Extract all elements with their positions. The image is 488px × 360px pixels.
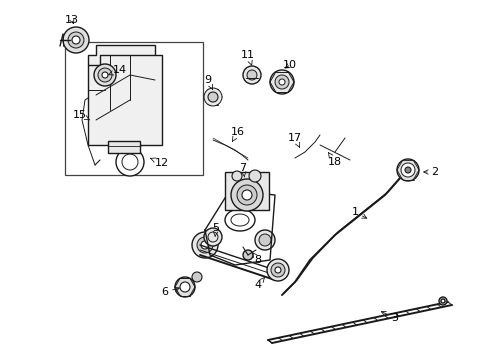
Circle shape — [203, 88, 222, 106]
Text: 3: 3 — [381, 311, 398, 323]
Circle shape — [102, 72, 108, 78]
Circle shape — [180, 282, 190, 292]
Text: 18: 18 — [327, 153, 342, 167]
Circle shape — [230, 179, 263, 211]
Circle shape — [270, 263, 285, 277]
Circle shape — [72, 36, 80, 44]
Circle shape — [63, 27, 89, 53]
Circle shape — [259, 234, 270, 246]
Circle shape — [94, 64, 116, 86]
Circle shape — [400, 163, 414, 177]
Circle shape — [203, 228, 222, 246]
Circle shape — [192, 272, 202, 282]
Text: 5: 5 — [212, 223, 219, 236]
Text: 16: 16 — [230, 127, 244, 141]
Text: 15: 15 — [73, 110, 90, 120]
Text: 10: 10 — [283, 60, 296, 70]
Circle shape — [404, 167, 410, 173]
Circle shape — [242, 190, 251, 200]
Bar — [108, 141, 140, 153]
Circle shape — [438, 297, 446, 305]
Circle shape — [207, 92, 218, 102]
Circle shape — [269, 70, 293, 94]
Circle shape — [192, 232, 218, 258]
Text: 9: 9 — [204, 75, 212, 89]
Circle shape — [266, 259, 288, 281]
Circle shape — [243, 66, 261, 84]
Circle shape — [248, 170, 261, 182]
Circle shape — [279, 79, 285, 85]
Circle shape — [231, 171, 242, 181]
Circle shape — [243, 250, 252, 260]
Circle shape — [274, 75, 288, 89]
Circle shape — [197, 237, 213, 253]
Text: 7: 7 — [239, 163, 246, 177]
Circle shape — [274, 267, 281, 273]
Circle shape — [237, 185, 257, 205]
Text: 12: 12 — [150, 158, 169, 168]
Circle shape — [98, 68, 112, 82]
Circle shape — [440, 299, 444, 303]
Text: 14: 14 — [108, 65, 127, 75]
Circle shape — [175, 277, 195, 297]
Polygon shape — [88, 45, 162, 145]
Circle shape — [254, 230, 274, 250]
Circle shape — [116, 148, 143, 176]
Bar — [224, 172, 268, 210]
Bar — [65, 42, 203, 175]
Circle shape — [396, 159, 418, 181]
Text: 17: 17 — [287, 133, 302, 147]
Circle shape — [68, 32, 84, 48]
Circle shape — [201, 241, 208, 249]
Text: 11: 11 — [241, 50, 254, 65]
Text: 1: 1 — [351, 207, 366, 218]
Text: 4: 4 — [254, 278, 264, 290]
Text: 13: 13 — [65, 15, 79, 25]
Text: 8: 8 — [252, 252, 261, 265]
Circle shape — [246, 70, 257, 80]
Text: 2: 2 — [423, 167, 438, 177]
Text: 6: 6 — [161, 287, 179, 297]
